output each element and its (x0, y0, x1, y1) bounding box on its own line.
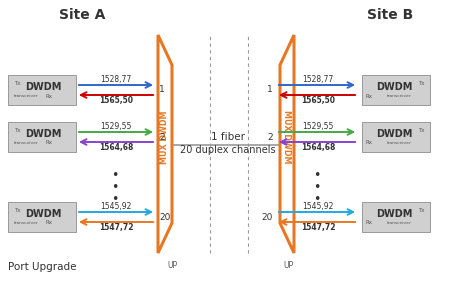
Text: Rx: Rx (364, 93, 372, 99)
Text: 1 fiber: 1 fiber (211, 132, 244, 142)
Text: transceiver: transceiver (14, 141, 38, 145)
Text: transceiver: transceiver (14, 221, 38, 225)
Text: Tx: Tx (417, 128, 423, 133)
Text: •: • (313, 180, 320, 194)
Text: 1528,77: 1528,77 (100, 75, 131, 84)
Text: 1565,50: 1565,50 (99, 96, 133, 105)
Text: Rx: Rx (45, 93, 52, 99)
Text: 1529,55: 1529,55 (302, 122, 333, 131)
FancyBboxPatch shape (361, 75, 429, 105)
Text: 1: 1 (267, 86, 272, 95)
Text: 1: 1 (159, 86, 164, 95)
FancyBboxPatch shape (361, 202, 429, 232)
FancyBboxPatch shape (8, 202, 76, 232)
Text: transceiver: transceiver (14, 94, 38, 98)
Text: Tx: Tx (417, 81, 423, 86)
Text: 1564,68: 1564,68 (99, 143, 133, 152)
Text: Tx: Tx (417, 208, 423, 213)
Text: •: • (111, 180, 119, 194)
Text: transceiver: transceiver (386, 141, 411, 145)
Text: MUX DWDM: MUX DWDM (160, 110, 169, 164)
Text: Site B: Site B (366, 8, 412, 22)
Text: 1528,77: 1528,77 (302, 75, 333, 84)
Text: Tx: Tx (14, 208, 20, 213)
Text: Rx: Rx (45, 141, 52, 146)
Text: DWDM: DWDM (25, 82, 61, 92)
Text: UP: UP (282, 260, 292, 270)
Text: Rx: Rx (364, 141, 372, 146)
Text: 1565,50: 1565,50 (300, 96, 334, 105)
Text: Tx: Tx (14, 81, 20, 86)
Text: DWDM: DWDM (376, 82, 412, 92)
Text: Rx: Rx (364, 221, 372, 225)
Text: 20: 20 (261, 213, 272, 221)
Text: transceiver: transceiver (386, 221, 411, 225)
FancyBboxPatch shape (8, 75, 76, 105)
Text: 1547,72: 1547,72 (300, 223, 335, 232)
FancyBboxPatch shape (8, 122, 76, 152)
Text: 2: 2 (267, 133, 272, 141)
FancyBboxPatch shape (361, 122, 429, 152)
Text: 1564,68: 1564,68 (300, 143, 335, 152)
Text: 2: 2 (159, 133, 164, 141)
Text: DWDM: DWDM (376, 129, 412, 139)
Text: •: • (313, 168, 320, 182)
Text: 1545,92: 1545,92 (302, 202, 333, 211)
Text: 1545,92: 1545,92 (100, 202, 131, 211)
Text: Tx: Tx (14, 128, 20, 133)
Text: 20: 20 (159, 213, 170, 221)
Text: DWDM: DWDM (25, 129, 61, 139)
Text: 20 duplex channels: 20 duplex channels (180, 145, 275, 155)
Text: DWDM: DWDM (376, 209, 412, 219)
Text: Port Upgrade: Port Upgrade (8, 262, 76, 272)
Text: 1529,55: 1529,55 (100, 122, 131, 131)
Text: 1547,72: 1547,72 (98, 223, 133, 232)
Text: Site A: Site A (59, 8, 105, 22)
Text: UP: UP (166, 260, 177, 270)
Text: MUX DWDM: MUX DWDM (282, 110, 291, 164)
Text: •: • (111, 192, 119, 205)
Text: •: • (111, 168, 119, 182)
Text: •: • (313, 192, 320, 205)
Text: transceiver: transceiver (386, 94, 411, 98)
Text: Rx: Rx (45, 221, 52, 225)
Text: DWDM: DWDM (25, 209, 61, 219)
